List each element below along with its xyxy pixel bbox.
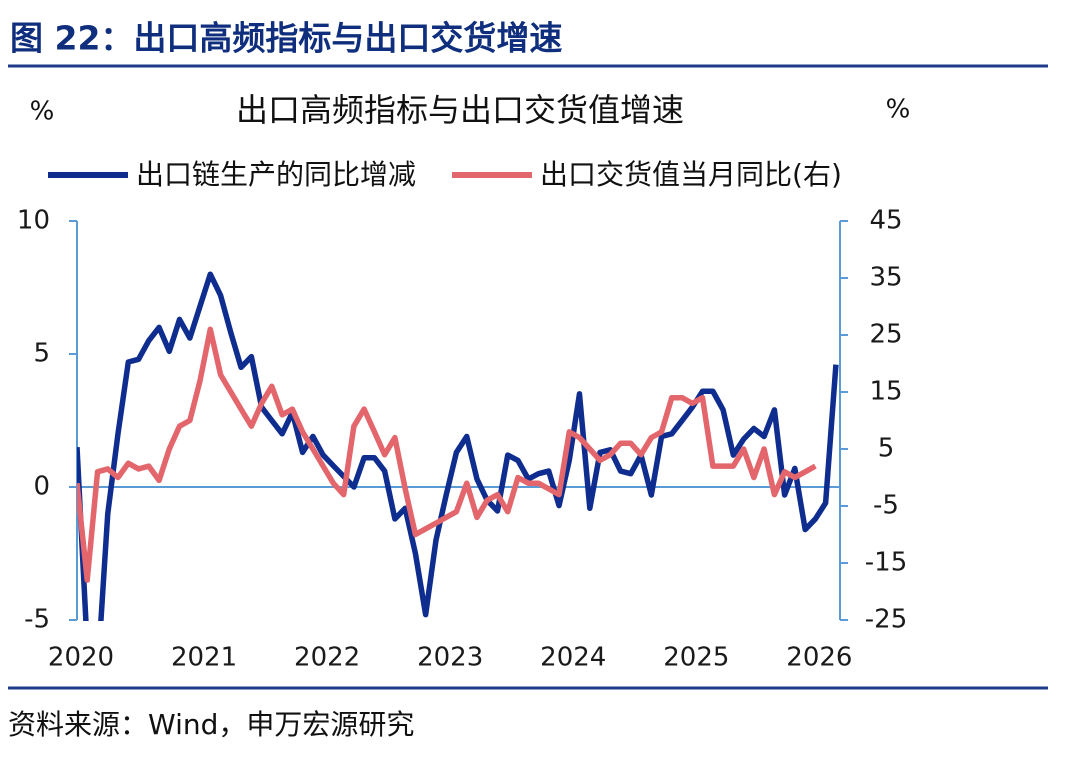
x-tick-label: 2025 (663, 643, 729, 673)
y-tick-label: 5 (33, 339, 50, 369)
legend-label: 出口链生产的同比增减 (136, 158, 416, 191)
y2-tick-label: 5 (878, 434, 895, 464)
chart-title: 出口高频指标与出口交货值增速 (236, 91, 684, 129)
figure-title: 图 22：出口高频指标与出口交货增速 (10, 19, 562, 58)
legend-label: 出口交货值当月同比(右) (540, 158, 842, 191)
x-tick-label: 2021 (171, 643, 237, 673)
x-tick-label: 2023 (417, 643, 483, 673)
y-tick-label: -5 (24, 605, 50, 635)
y2-tick-label: 25 (869, 320, 902, 350)
y2-tick-label: -5 (873, 491, 899, 521)
y-tick-label: 0 (33, 472, 50, 502)
x-tick-label: 2024 (540, 643, 606, 673)
x-tick-label: 2022 (294, 643, 360, 673)
y2-tick-label: -25 (865, 605, 907, 635)
series-line (77, 326, 817, 583)
y-tick-label: 10 (17, 206, 50, 236)
y2-tick-label: -15 (865, 548, 907, 578)
y2-axis-unit: % (886, 95, 911, 125)
y2-tick-label: 45 (869, 206, 902, 236)
plot-area (77, 271, 839, 621)
series-line (77, 271, 839, 621)
y2-tick-label: 35 (869, 263, 902, 293)
y2-tick-label: 15 (869, 377, 902, 407)
y-axis-unit: % (30, 97, 55, 127)
x-tick-label: 2026 (786, 643, 852, 673)
x-tick-label: 2020 (48, 643, 114, 673)
source-note: 资料来源：Wind，申万宏源研究 (8, 708, 414, 741)
